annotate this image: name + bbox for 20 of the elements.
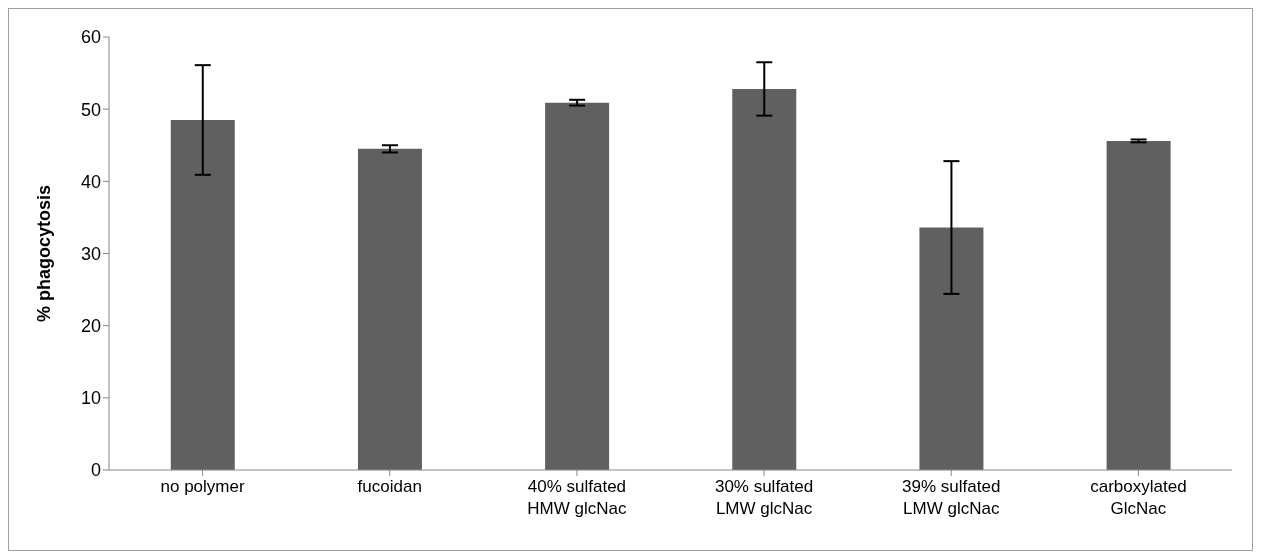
y-tick-label: 60 bbox=[80, 27, 101, 48]
y-tick-label: 40 bbox=[80, 171, 101, 192]
y-axis-title: % phagocytosis bbox=[34, 184, 55, 323]
x-tick-label: 30% sulfated LMW glcNac bbox=[714, 477, 814, 518]
y-tick-label: 20 bbox=[80, 316, 101, 337]
bar bbox=[1106, 140, 1171, 470]
x-tick-label: no polymer bbox=[160, 477, 245, 496]
x-tick-label: carboxylated GlcNac bbox=[1090, 477, 1187, 518]
y-tick-label: 30 bbox=[80, 243, 101, 264]
x-tick-label: fucoidan bbox=[357, 477, 422, 496]
bar bbox=[545, 102, 610, 470]
y-tick-label: 10 bbox=[80, 388, 101, 409]
y-tick-label: 50 bbox=[80, 99, 101, 120]
bar bbox=[919, 227, 984, 470]
bar bbox=[170, 119, 235, 470]
y-tick-label: 0 bbox=[90, 460, 101, 481]
x-tick-label: 39% sulfated LMW glcNac bbox=[902, 477, 1001, 518]
bar bbox=[357, 148, 422, 470]
x-tick-label: 40% sulfated HMW glcNac bbox=[527, 477, 627, 518]
bar bbox=[732, 88, 797, 470]
